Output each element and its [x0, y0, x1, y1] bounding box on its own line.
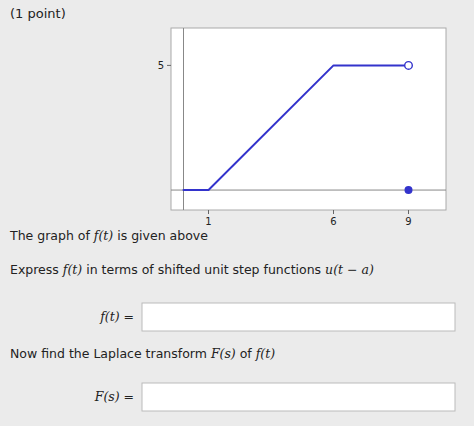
title: (1 point)	[10, 6, 66, 21]
x-tick	[208, 210, 209, 214]
x-tick-label: 1	[205, 216, 211, 227]
annotation: Now find the Laplace transform F(s) of f…	[10, 346, 275, 361]
input-box	[142, 303, 455, 331]
line	[184, 65, 409, 190]
annotation: f(t) =	[99, 309, 134, 324]
annotation: Express f(t) in terms of shifted unit st…	[10, 262, 374, 277]
annotation: The graph of f(t) is given above	[9, 228, 208, 243]
x-tick	[333, 210, 334, 214]
data-group	[184, 62, 413, 194]
y-tick-label: 5	[158, 60, 164, 71]
x-tick	[408, 210, 409, 214]
annotation: F(s) =	[94, 389, 134, 404]
x-tick-label: 9	[405, 216, 411, 227]
open-point	[405, 62, 413, 70]
background	[0, 0, 474, 426]
y-axis-line	[183, 28, 184, 210]
x-tick-label: 6	[330, 216, 336, 227]
input-box	[142, 383, 455, 411]
page: (1 point) 1 6 9 5 The graph of f(t) is given …	[0, 0, 474, 426]
plot-frame	[171, 28, 446, 210]
filled-point	[405, 187, 412, 194]
y-tick	[167, 65, 171, 66]
